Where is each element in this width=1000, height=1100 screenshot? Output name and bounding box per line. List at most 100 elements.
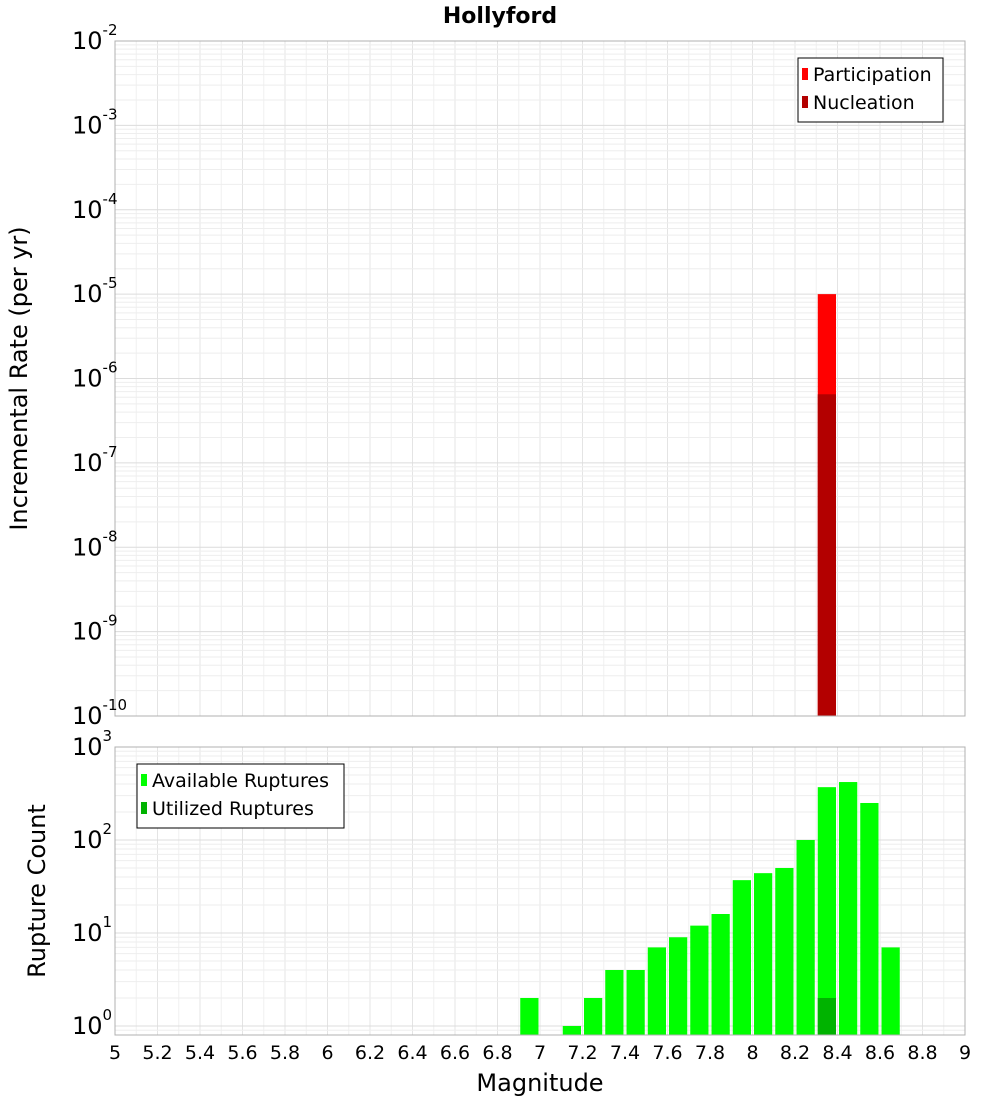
x-tick-label: 8.4 — [822, 1042, 852, 1064]
y-tick-base: 10 — [72, 533, 103, 561]
bars-1 — [520, 782, 900, 1035]
x-axis-label: Magnitude — [476, 1069, 603, 1097]
chart-title: Hollyford — [443, 4, 557, 29]
x-tick-label: 5.8 — [270, 1042, 300, 1064]
x-tick-label: 6.6 — [440, 1042, 470, 1064]
x-tick-label: 8.2 — [780, 1042, 810, 1064]
y-tick-base: 10 — [72, 111, 103, 139]
bar-available-ruptures — [605, 969, 624, 1035]
y-tick-label: 10-5 — [72, 274, 118, 308]
y-tick-label: 10-7 — [72, 443, 118, 477]
x-tick-label: 6.2 — [355, 1042, 385, 1064]
legend-box — [797, 57, 944, 123]
bar-utilized-ruptures — [817, 997, 836, 1035]
y-tick-base: 10 — [72, 702, 103, 730]
x-tick-label: 5.4 — [185, 1042, 215, 1064]
x-tick-label: 5.2 — [142, 1042, 172, 1064]
legend-label: Nucleation — [813, 92, 915, 114]
legend-label: Participation — [813, 64, 932, 86]
y-axis-label-top: Incremental Rate (per yr) — [5, 226, 33, 530]
y-tick-base: 10 — [72, 365, 103, 393]
legend-0: Participation Nucleation — [797, 57, 944, 123]
y-tick-label: 10-8 — [72, 527, 118, 561]
x-tick-label: 8 — [746, 1042, 758, 1064]
x-ticks: 5 5.2 5.4 5.6 5.8 6 6.2 6.4 6.6 6.8 7 7.2 7.4 7.6 7.8 8… — [109, 1042, 971, 1064]
y-tick-exponent: -5 — [103, 274, 118, 292]
legend-swatch — [802, 68, 808, 80]
x-tick-label: 6.4 — [397, 1042, 427, 1064]
x-tick-label: 8.6 — [865, 1042, 895, 1064]
y-tick-exponent: -2 — [103, 21, 118, 39]
legend-box — [136, 763, 345, 829]
bar-available-ruptures — [562, 1025, 581, 1035]
legend-label: Utilized Ruptures — [152, 798, 314, 820]
bar-available-ruptures — [520, 997, 539, 1035]
x-tick-label: 7.6 — [652, 1042, 682, 1064]
y-tick-base: 10 — [72, 733, 103, 761]
y-tick-label: 10-10 — [72, 696, 127, 730]
y-tick-exponent: 0 — [103, 1006, 113, 1024]
bar-available-ruptures — [796, 839, 815, 1035]
bar-available-ruptures — [626, 969, 645, 1035]
y-tick-label: 10-6 — [72, 359, 118, 393]
plot-frame-bottom — [114, 746, 966, 1036]
legend-1: Available Ruptures Utilized Ruptures — [136, 763, 345, 829]
legend-swatch — [802, 96, 808, 108]
x-tick-label: 7.2 — [567, 1042, 597, 1064]
y-tick-exponent: -9 — [103, 612, 118, 630]
y-tick-base: 10 — [72, 1012, 103, 1040]
bar-available-ruptures — [584, 997, 603, 1035]
bar-nucleation — [817, 394, 836, 716]
y-tick-base: 10 — [72, 196, 103, 224]
x-tick-label: 5.6 — [227, 1042, 257, 1064]
bar-available-ruptures — [711, 914, 730, 1035]
y-tick-exponent: 1 — [103, 913, 113, 931]
y-tick-label: 10-2 — [72, 21, 118, 55]
y-tick-exponent: -3 — [103, 105, 118, 123]
y-tick-exponent: -8 — [103, 527, 118, 545]
y-axis-label-bottom: Rupture Count — [23, 804, 51, 978]
grid-0 — [114, 40, 966, 717]
y-tick-exponent: -7 — [103, 443, 118, 461]
x-tick-label: 7.8 — [695, 1042, 725, 1064]
y-tick-exponent: -10 — [103, 696, 128, 714]
bar-available-ruptures — [775, 867, 794, 1035]
x-tick-label: 7.4 — [610, 1042, 640, 1064]
y-tick-base: 10 — [72, 826, 103, 854]
y-tick-label: 101 — [72, 913, 112, 947]
bar-available-ruptures — [669, 937, 688, 1035]
y-tick-base: 10 — [72, 449, 103, 477]
x-tick-label: 8.8 — [907, 1042, 937, 1064]
y-tick-exponent: 2 — [103, 820, 113, 838]
y-tick-base: 10 — [72, 280, 103, 308]
y-tick-exponent: 3 — [103, 727, 113, 745]
legend-label: Available Ruptures — [152, 770, 329, 792]
bar-available-ruptures — [732, 880, 751, 1035]
x-tick-label: 9 — [959, 1042, 971, 1064]
y-tick-base: 10 — [72, 27, 103, 55]
plot-frame-top — [114, 40, 966, 717]
y-tick-exponent: -6 — [103, 359, 118, 377]
y-tick-label: 102 — [72, 820, 112, 854]
bars-0 — [817, 294, 836, 716]
bar-available-ruptures — [860, 802, 879, 1035]
bar-available-ruptures — [817, 787, 836, 1035]
x-tick-label: 5 — [109, 1042, 121, 1064]
bar-available-ruptures — [881, 947, 900, 1035]
y-tick-label: 103 — [72, 727, 112, 761]
y-tick-base: 10 — [72, 618, 103, 646]
y-tick-label: 10-3 — [72, 105, 118, 139]
y-tick-label: 10-4 — [72, 190, 118, 224]
x-tick-label: 6.8 — [482, 1042, 512, 1064]
x-tick-label: 7 — [534, 1042, 546, 1064]
bar-available-ruptures — [839, 782, 858, 1035]
bar-available-ruptures — [647, 947, 666, 1035]
legend-swatch — [141, 774, 147, 786]
bar-available-ruptures — [690, 925, 709, 1035]
bar-available-ruptures — [754, 873, 773, 1035]
x-tick-label: 6 — [321, 1042, 333, 1064]
